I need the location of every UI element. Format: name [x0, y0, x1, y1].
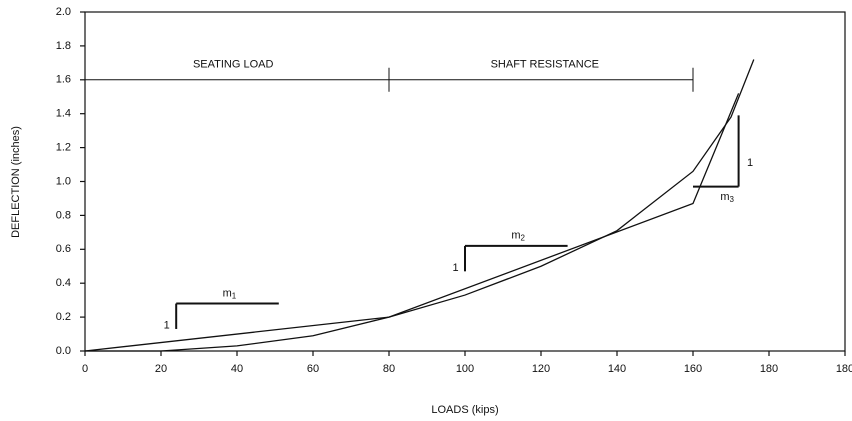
- slope-label: m3: [720, 191, 734, 204]
- y-axis-label: DEFLECTION (inches): [10, 126, 22, 238]
- x-tick-label: 160: [684, 363, 702, 375]
- slope-one: 1: [452, 262, 458, 274]
- y-tick-label: 1.4: [56, 108, 71, 120]
- line-series: [85, 59, 755, 352]
- x-tick-label: 40: [231, 363, 243, 375]
- y-tick-label: 0.4: [56, 277, 71, 289]
- y-tick-label: 0.2: [56, 311, 71, 323]
- annotation: SHAFT RESISTANCE: [491, 58, 599, 70]
- slope-m: m: [720, 191, 729, 203]
- y-tick-label: 1.6: [56, 74, 71, 86]
- slope-sub: 2: [521, 234, 526, 243]
- x-tick-label: 180: [836, 363, 852, 375]
- line-series: [84, 93, 740, 352]
- slope-one: 1: [164, 319, 170, 331]
- y-tick-label: 1.2: [56, 142, 71, 154]
- x-axis-label: LOADS (kips): [431, 404, 498, 416]
- x-tick-label: 80: [383, 363, 395, 375]
- slope-m: m: [223, 287, 232, 299]
- x-tick-label: 0: [82, 363, 88, 375]
- slope-label: m1: [223, 287, 237, 300]
- x-tick-label: 120: [532, 363, 550, 375]
- x-tick-label: 60: [307, 363, 319, 375]
- y-tick-label: 0.0: [56, 345, 71, 357]
- x-tick-label: 140: [608, 363, 626, 375]
- x-tick-label: 100: [456, 363, 474, 375]
- y-tick-label: 1.8: [56, 40, 71, 52]
- slope-label: m2: [511, 230, 525, 243]
- slope-m: m: [511, 230, 520, 242]
- y-tick-label: 0.6: [56, 243, 71, 255]
- x-tick-label: 20: [155, 363, 167, 375]
- slope-sub: 3: [730, 195, 735, 204]
- slope-sub: 1: [232, 291, 237, 300]
- slope-one: 1: [747, 157, 753, 169]
- x-tick-label: 180: [760, 363, 778, 375]
- y-tick-label: 0.8: [56, 209, 71, 221]
- y-tick-label: 2.0: [56, 6, 71, 18]
- annotation: SEATING LOAD: [193, 58, 274, 70]
- y-tick-label: 1.0: [56, 175, 71, 187]
